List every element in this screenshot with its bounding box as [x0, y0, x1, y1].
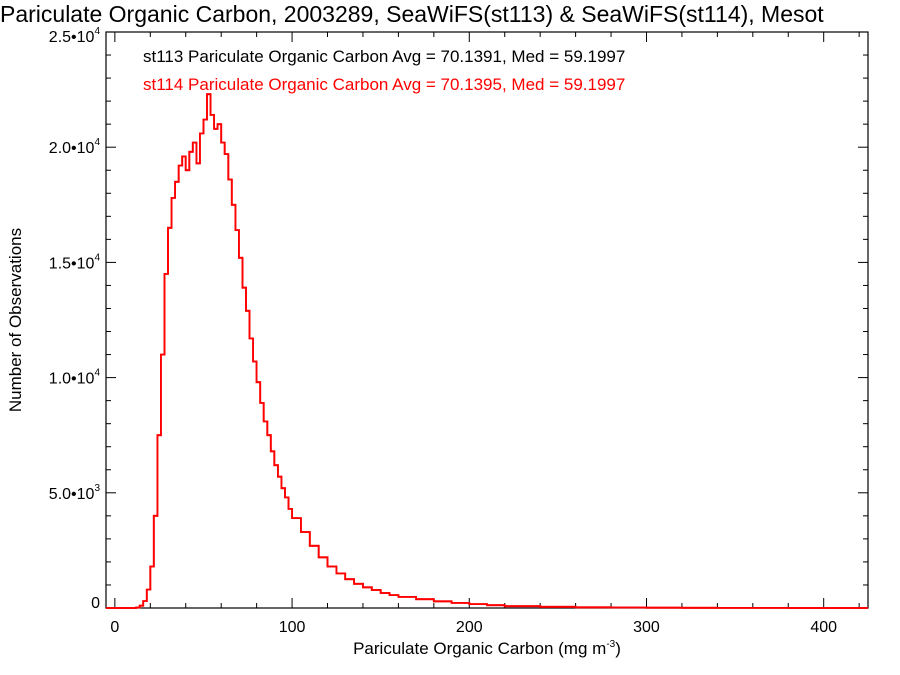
x-tick-label: 0	[110, 619, 119, 636]
y-tick-mantissa: 0	[91, 595, 100, 612]
y-tick-label: 2.5•104	[49, 26, 101, 46]
y-tick-exponent: 3	[94, 483, 100, 494]
x-tick-label: 200	[456, 619, 483, 636]
y-tick-exponent: 4	[94, 368, 100, 379]
stats-annotation-1: st113 Pariculate Organic Carbon Avg = 70…	[143, 47, 625, 66]
plot-area-border	[105, 31, 869, 609]
y-axis-label: Number of Observations	[6, 228, 25, 412]
y-tick-mantissa: 2.0•10	[49, 140, 95, 157]
x-axis-label-exponent: -3	[606, 639, 615, 650]
y-tick-label: 1.5•104	[49, 252, 101, 272]
y-tick-mantissa: 1.0•10	[49, 371, 95, 388]
x-tick-label: 300	[633, 619, 660, 636]
y-tick-exponent: 4	[94, 252, 100, 263]
plot-frame	[105, 31, 869, 609]
y-tick-label: 2.0•104	[49, 137, 101, 157]
x-tick-label: 400	[810, 619, 837, 636]
chart-title: Pariculate Organic Carbon, 2003289, SeaW…	[0, 1, 824, 27]
x-tick-label: 100	[279, 619, 306, 636]
y-tick-exponent: 4	[94, 26, 100, 37]
histogram-series-2	[106, 93, 868, 609]
x-axis-label-suffix: )	[615, 639, 621, 658]
y-tick-label: 0	[91, 595, 100, 612]
x-axis-label-main: Pariculate Organic Carbon (mg m	[353, 639, 606, 658]
annotations: st113 Pariculate Organic Carbon Avg = 70…	[143, 47, 625, 94]
y-tick-label: 1.0•104	[49, 368, 101, 388]
series-layer	[106, 93, 868, 609]
x-axis-ticks: 0 100 200 300 400	[110, 32, 860, 636]
y-tick-mantissa: 2.5•10	[49, 29, 95, 46]
y-tick-mantissa: 5.0•10	[49, 486, 95, 503]
y-tick-mantissa: 1.5•10	[49, 255, 95, 272]
y-tick-exponent: 4	[94, 137, 100, 148]
x-axis-label: Pariculate Organic Carbon (mg m-3)	[353, 639, 621, 658]
stats-annotation-2: st114 Pariculate Organic Carbon Avg = 70…	[143, 75, 625, 94]
histogram-series-1	[106, 93, 868, 609]
y-tick-label: 5.0•103	[49, 483, 101, 503]
